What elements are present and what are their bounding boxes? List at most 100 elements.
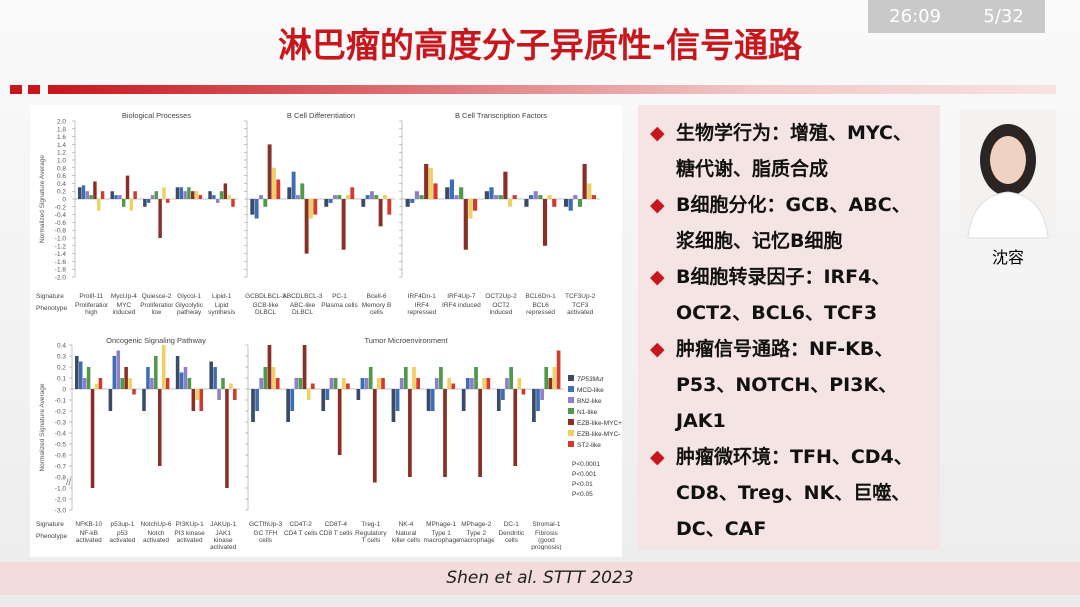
signature-label: BCL6Dn-1 [525, 293, 556, 300]
signature-label: NFKB-10 [75, 521, 102, 528]
y-tick-label: 1.0 [57, 158, 66, 165]
signature-label: PI3KUp-1 [176, 521, 205, 528]
bar [416, 378, 420, 389]
bar [328, 199, 333, 203]
phenotype-box: BCL6 repressed [526, 302, 556, 316]
y-tick-label: -0.4 [55, 431, 67, 438]
bar [94, 383, 99, 389]
signature-label: PC-1 [332, 293, 347, 300]
phenotype-label: OCT2 induced [489, 302, 513, 316]
bar [191, 389, 196, 411]
bar [146, 199, 151, 203]
legend-label: N1-like [577, 409, 598, 416]
bar [378, 199, 383, 227]
bar [443, 389, 447, 477]
y-tick-label: -0.5 [55, 442, 67, 449]
y-axis-label: Normalized Signature Average [39, 155, 46, 243]
bar [75, 356, 79, 389]
bar [194, 191, 199, 199]
y-tick-label: -0.6 [55, 220, 67, 227]
decor [10, 85, 22, 94]
significance-label: P<0.001 [572, 471, 597, 478]
bar [112, 356, 117, 389]
bar [430, 389, 435, 411]
significance-label: P<0.01 [572, 481, 593, 488]
panel-title: Oncogenic Signaling Pathway [106, 336, 206, 345]
bar [77, 187, 82, 199]
bar [478, 389, 482, 477]
bar [405, 199, 410, 207]
bar [302, 345, 307, 389]
phenotype-box: IRF4 induced [442, 302, 481, 309]
bar [573, 195, 578, 199]
panel-title: Tumor Microenvironment [364, 336, 448, 345]
signature-label: OCT2Up-2 [485, 293, 517, 300]
phenotype-label: Type 1 macrophages [423, 530, 459, 544]
bar [121, 199, 126, 207]
bar [287, 187, 292, 199]
signature-label: Stromal-1 [532, 521, 561, 528]
bar [408, 389, 412, 477]
bar [381, 378, 385, 389]
bar [494, 195, 499, 199]
phenotype-box: MYC induced [113, 302, 136, 316]
y-tick-label: 1.8 [57, 126, 66, 133]
y-tick-label: -0.4 [55, 212, 67, 219]
phenotype-box: p53 activated [109, 530, 135, 544]
bar [552, 199, 557, 207]
phenotype-box: Natural killer cells [392, 530, 420, 544]
bar [154, 191, 159, 199]
bar [286, 389, 290, 422]
bar [250, 199, 255, 215]
legend-label: MCD-like [577, 387, 604, 394]
signature-label: Treg-1 [361, 521, 380, 528]
bullet-text: 生物学行为：增殖、MYC、糖代谢、脂质合成 [676, 122, 912, 180]
phenotype-box: GC TFH cells [254, 530, 278, 544]
bar [231, 199, 235, 207]
bar [309, 199, 313, 219]
bar [512, 195, 517, 199]
bar [391, 389, 396, 422]
phenotype-label: Proliferation low [140, 302, 173, 316]
significance-label: P<0.05 [572, 491, 593, 498]
bar [183, 367, 188, 389]
legend-label: ST2-like [577, 442, 601, 449]
bar [82, 378, 87, 389]
bar [191, 191, 195, 199]
bar [118, 195, 122, 199]
phenotype-box: Proliferation low [140, 302, 173, 316]
bar [374, 195, 379, 199]
y-tick-label: -0.2 [55, 204, 67, 211]
bar [142, 389, 146, 411]
bar [276, 179, 281, 199]
bar [538, 195, 543, 199]
phenotype-label: JAK1 kinase activated [210, 530, 237, 550]
bar [229, 383, 233, 389]
bar [195, 389, 200, 400]
phenotype-label: ABC-like DLBCL [289, 302, 316, 316]
phenotype-label: Memory B cells [361, 302, 392, 316]
bar [489, 187, 494, 199]
y-tick-label: 0.8 [57, 165, 66, 172]
phenotype-box: ABC-like DLBCL [289, 302, 316, 316]
page-counter: 5/32 [983, 6, 1024, 27]
bar [513, 389, 518, 466]
phenotype-box: JAK1 kinase activated [210, 530, 237, 550]
phenotype-label: Regulatory T cells [355, 530, 387, 544]
phenotype-box: Regulatory T cells [355, 530, 387, 544]
y-tick-label: 0 [62, 387, 66, 394]
bar [275, 378, 280, 389]
photo-body [967, 191, 1049, 239]
signature-label: NK-4 [399, 521, 414, 528]
phenotype-label: CD8 T cells [319, 530, 353, 537]
phenotype-label: BCL6 repressed [526, 302, 556, 316]
bar [129, 199, 134, 211]
bar [426, 389, 431, 411]
y-tick-label: -1.8 [55, 267, 67, 274]
row-label: Signature [36, 521, 64, 528]
bar [419, 195, 424, 199]
phenotype-label: Lipid synthesis [208, 302, 236, 316]
bar [89, 195, 93, 199]
y-tick-label: -0.8 [55, 475, 67, 482]
bar [447, 378, 451, 389]
